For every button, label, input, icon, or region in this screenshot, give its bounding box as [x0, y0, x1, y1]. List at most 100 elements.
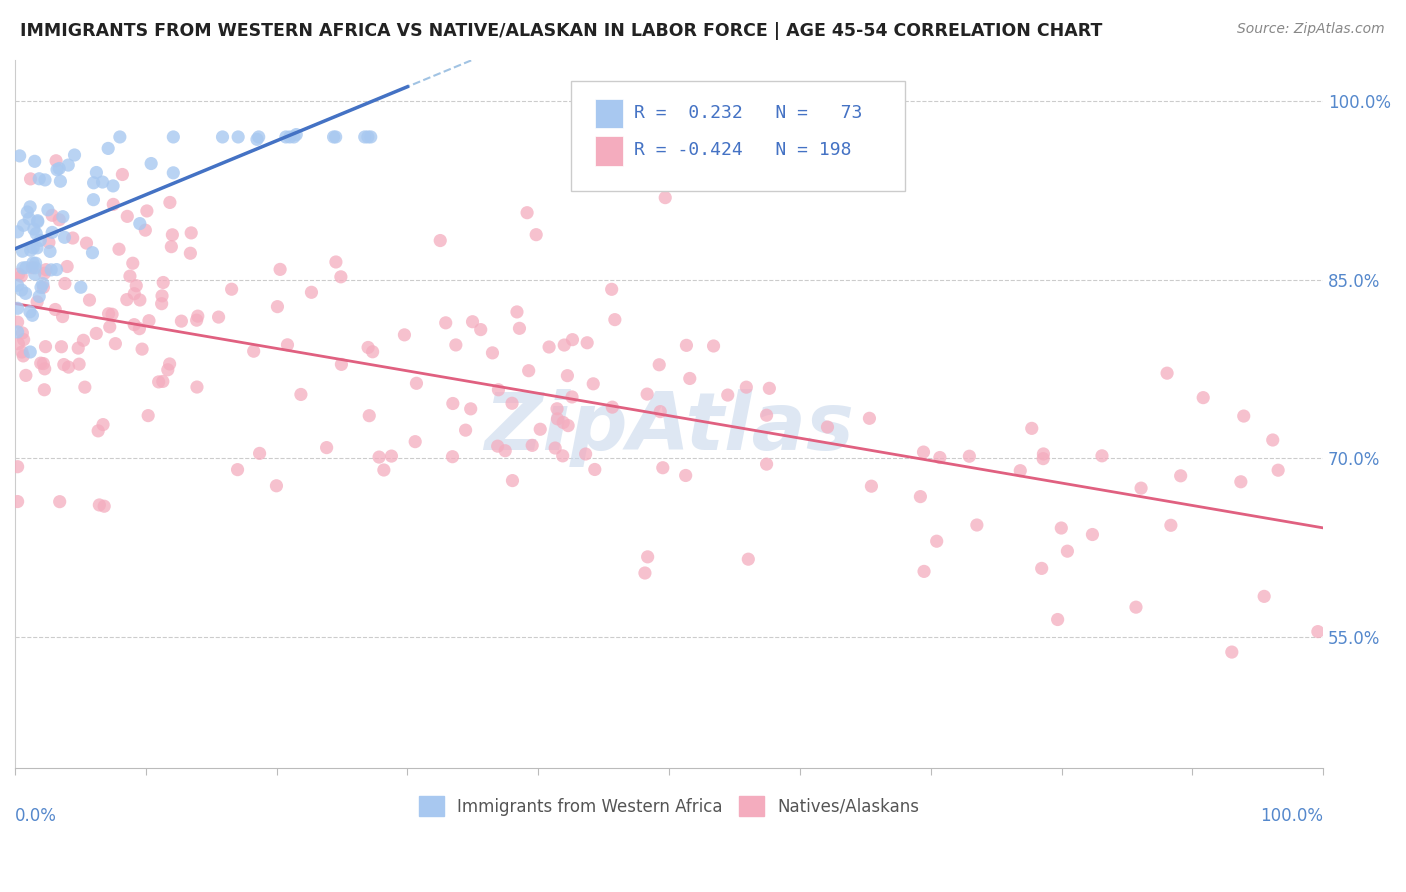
Point: [20, 244, 42, 258]
Point: [353, 130, 375, 145]
Point: [11, 345, 34, 359]
Point: [912, 445, 935, 459]
Point: [553, 338, 575, 352]
Point: [266, 479, 288, 493]
Point: [1031, 561, 1053, 575]
Text: 100.0%: 100.0%: [1260, 806, 1323, 824]
Point: [925, 534, 948, 549]
Point: [58, 360, 80, 375]
Point: [49, 174, 72, 188]
Point: [1032, 447, 1054, 461]
Point: [101, 307, 124, 321]
Point: [159, 195, 181, 210]
Point: [86, 165, 108, 179]
Point: [98, 319, 121, 334]
Point: [104, 336, 127, 351]
Point: [69, 280, 91, 294]
Point: [72, 334, 94, 348]
Point: [1230, 475, 1253, 489]
Point: [30, 356, 52, 370]
Point: [56, 260, 79, 274]
Point: [76, 236, 98, 251]
Point: [1046, 613, 1069, 627]
Point: [405, 376, 427, 391]
Point: [737, 552, 759, 566]
Point: [1253, 590, 1275, 604]
Point: [817, 420, 839, 434]
Point: [221, 282, 243, 296]
Point: [7, 494, 30, 508]
FancyBboxPatch shape: [595, 136, 623, 166]
Point: [557, 418, 579, 433]
Point: [211, 130, 233, 145]
Point: [103, 197, 125, 211]
Point: [35, 262, 58, 277]
Point: [115, 293, 138, 307]
Point: [45, 262, 67, 277]
Point: [97, 141, 120, 155]
Point: [285, 128, 308, 142]
Point: [269, 262, 291, 277]
Point: [48, 212, 70, 227]
Point: [583, 462, 606, 476]
Point: [557, 368, 579, 383]
Point: [1091, 449, 1114, 463]
Point: [18, 211, 41, 226]
Point: [582, 376, 605, 391]
Point: [246, 132, 269, 146]
Point: [506, 305, 529, 319]
Point: [522, 438, 544, 452]
Point: [524, 227, 547, 242]
Point: [32, 280, 55, 294]
Point: [1010, 464, 1032, 478]
Point: [141, 156, 163, 170]
Point: [136, 409, 159, 423]
Point: [87, 424, 110, 438]
Point: [858, 411, 880, 425]
Point: [957, 449, 980, 463]
Point: [128, 293, 150, 307]
Point: [575, 447, 598, 461]
Point: [186, 380, 208, 394]
Point: [162, 227, 184, 242]
Point: [481, 346, 503, 360]
Point: [226, 130, 249, 145]
Point: [186, 313, 208, 327]
Point: [148, 375, 170, 389]
Point: [13, 333, 35, 347]
Point: [27, 213, 49, 227]
Point: [529, 422, 551, 436]
Point: [429, 234, 451, 248]
Point: [24, 256, 46, 270]
Point: [160, 240, 183, 254]
Point: [703, 339, 725, 353]
Point: [93, 500, 115, 514]
Point: [544, 441, 567, 455]
Point: [517, 364, 540, 378]
Point: [31, 277, 53, 291]
Point: [600, 400, 623, 414]
Point: [1192, 391, 1215, 405]
Point: [1267, 463, 1289, 477]
Point: [38, 235, 60, 250]
Point: [44, 302, 66, 317]
Point: [361, 344, 384, 359]
Point: [41, 208, 63, 222]
Point: [7, 278, 30, 293]
Point: [207, 310, 229, 324]
Point: [553, 416, 575, 430]
Point: [159, 357, 181, 371]
Point: [1233, 409, 1256, 423]
Point: [912, 565, 935, 579]
Point: [8, 149, 31, 163]
Point: [52, 210, 75, 224]
Point: [330, 358, 353, 372]
Point: [247, 130, 270, 145]
Point: [18, 200, 41, 214]
Point: [27, 215, 49, 229]
Point: [21, 256, 44, 270]
Point: [11, 326, 34, 340]
Point: [501, 474, 523, 488]
Point: [910, 490, 932, 504]
Point: [755, 457, 778, 471]
